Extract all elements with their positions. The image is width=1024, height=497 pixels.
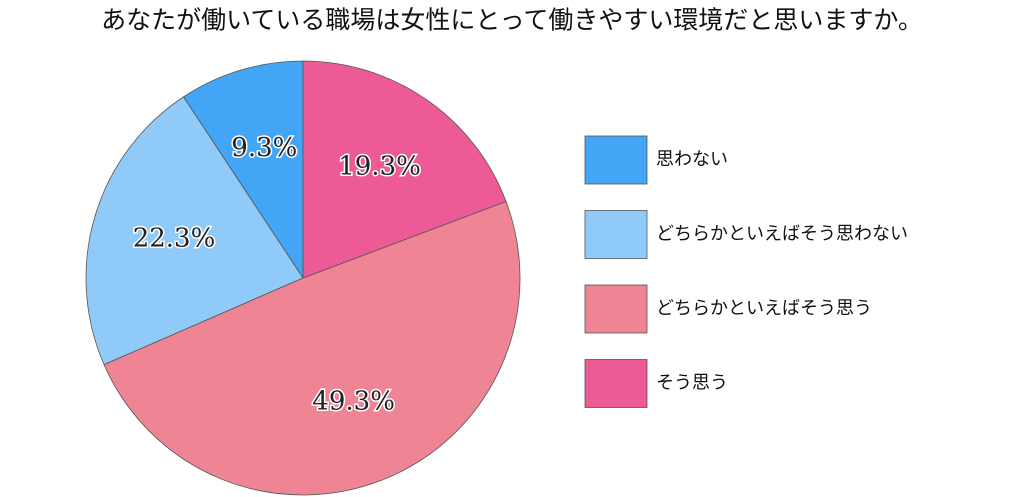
- legend-label: どちらかといえばそう思う: [656, 298, 872, 319]
- legend-label: どちらかといえばそう思わない: [656, 224, 908, 245]
- pie-slice: [103, 200, 521, 496]
- chart-title: あなたが働いている職場は女性にとって働きやすい環境だと思いますか。: [101, 6, 923, 35]
- value-label: 22.3%: [133, 224, 216, 254]
- pie-slice: [182, 60, 304, 280]
- legend-swatch: [584, 210, 648, 259]
- legend-swatch: [584, 284, 648, 334]
- value-label: 9.3%: [231, 133, 297, 163]
- legend-label: 思わない: [656, 149, 728, 170]
- pie-slice: [85, 96, 304, 366]
- value-label: 49.3%: [312, 387, 395, 417]
- legend-swatch: [584, 359, 648, 408]
- pie-slice: [302, 60, 507, 279]
- legend-label: そう思う: [656, 373, 728, 394]
- value-label: 19.3%: [338, 151, 421, 181]
- legend-swatch: [584, 135, 648, 185]
